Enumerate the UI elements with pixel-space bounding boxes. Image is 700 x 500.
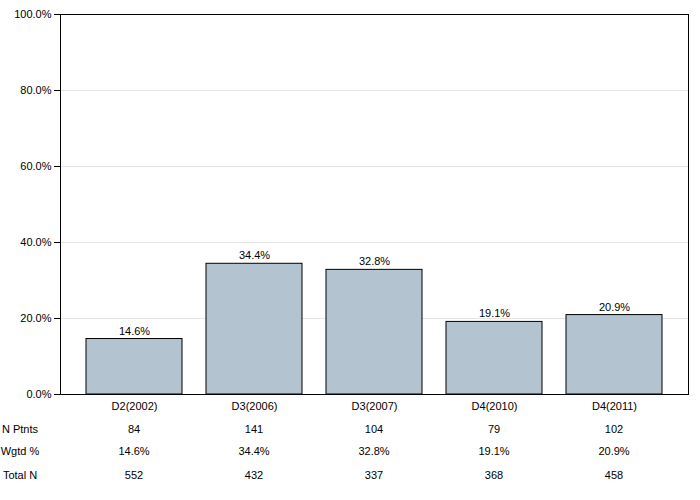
svg-text:14.6%: 14.6% [119,325,150,337]
svg-text:20.9%: 20.9% [598,445,629,457]
svg-text:19.1%: 19.1% [478,445,509,457]
svg-text:D3(2006): D3(2006) [232,400,278,412]
svg-text:102: 102 [605,423,623,435]
svg-text:100.0%: 100.0% [14,8,52,20]
svg-text:Total N: Total N [3,469,37,481]
svg-text:34.4%: 34.4% [239,249,270,261]
svg-text:32.8%: 32.8% [359,255,390,267]
svg-text:104: 104 [365,423,383,435]
svg-text:337: 337 [365,469,383,481]
svg-text:552: 552 [125,469,143,481]
svg-text:D3(2007): D3(2007) [352,400,398,412]
svg-text:80.0%: 80.0% [20,84,51,96]
svg-text:60.0%: 60.0% [20,160,51,172]
svg-text:Wgtd %: Wgtd % [1,445,40,457]
svg-text:N Ptnts: N Ptnts [2,423,39,435]
svg-text:20.0%: 20.0% [20,312,51,324]
svg-text:79: 79 [488,423,500,435]
svg-text:141: 141 [245,423,263,435]
svg-text:40.0%: 40.0% [20,236,51,248]
svg-text:32.8%: 32.8% [358,445,389,457]
svg-text:19.1%: 19.1% [479,307,510,319]
svg-text:84: 84 [128,423,140,435]
svg-text:D2(2002): D2(2002) [112,400,158,412]
svg-text:432: 432 [245,469,263,481]
svg-text:368: 368 [485,469,503,481]
svg-text:458: 458 [605,469,623,481]
svg-text:34.4%: 34.4% [238,445,269,457]
svg-text:20.9%: 20.9% [599,301,630,313]
svg-text:14.6%: 14.6% [118,445,149,457]
svg-text:D4(2011): D4(2011) [592,400,637,412]
svg-text:D4(2010): D4(2010) [472,400,518,412]
svg-text:0.0%: 0.0% [26,388,51,400]
